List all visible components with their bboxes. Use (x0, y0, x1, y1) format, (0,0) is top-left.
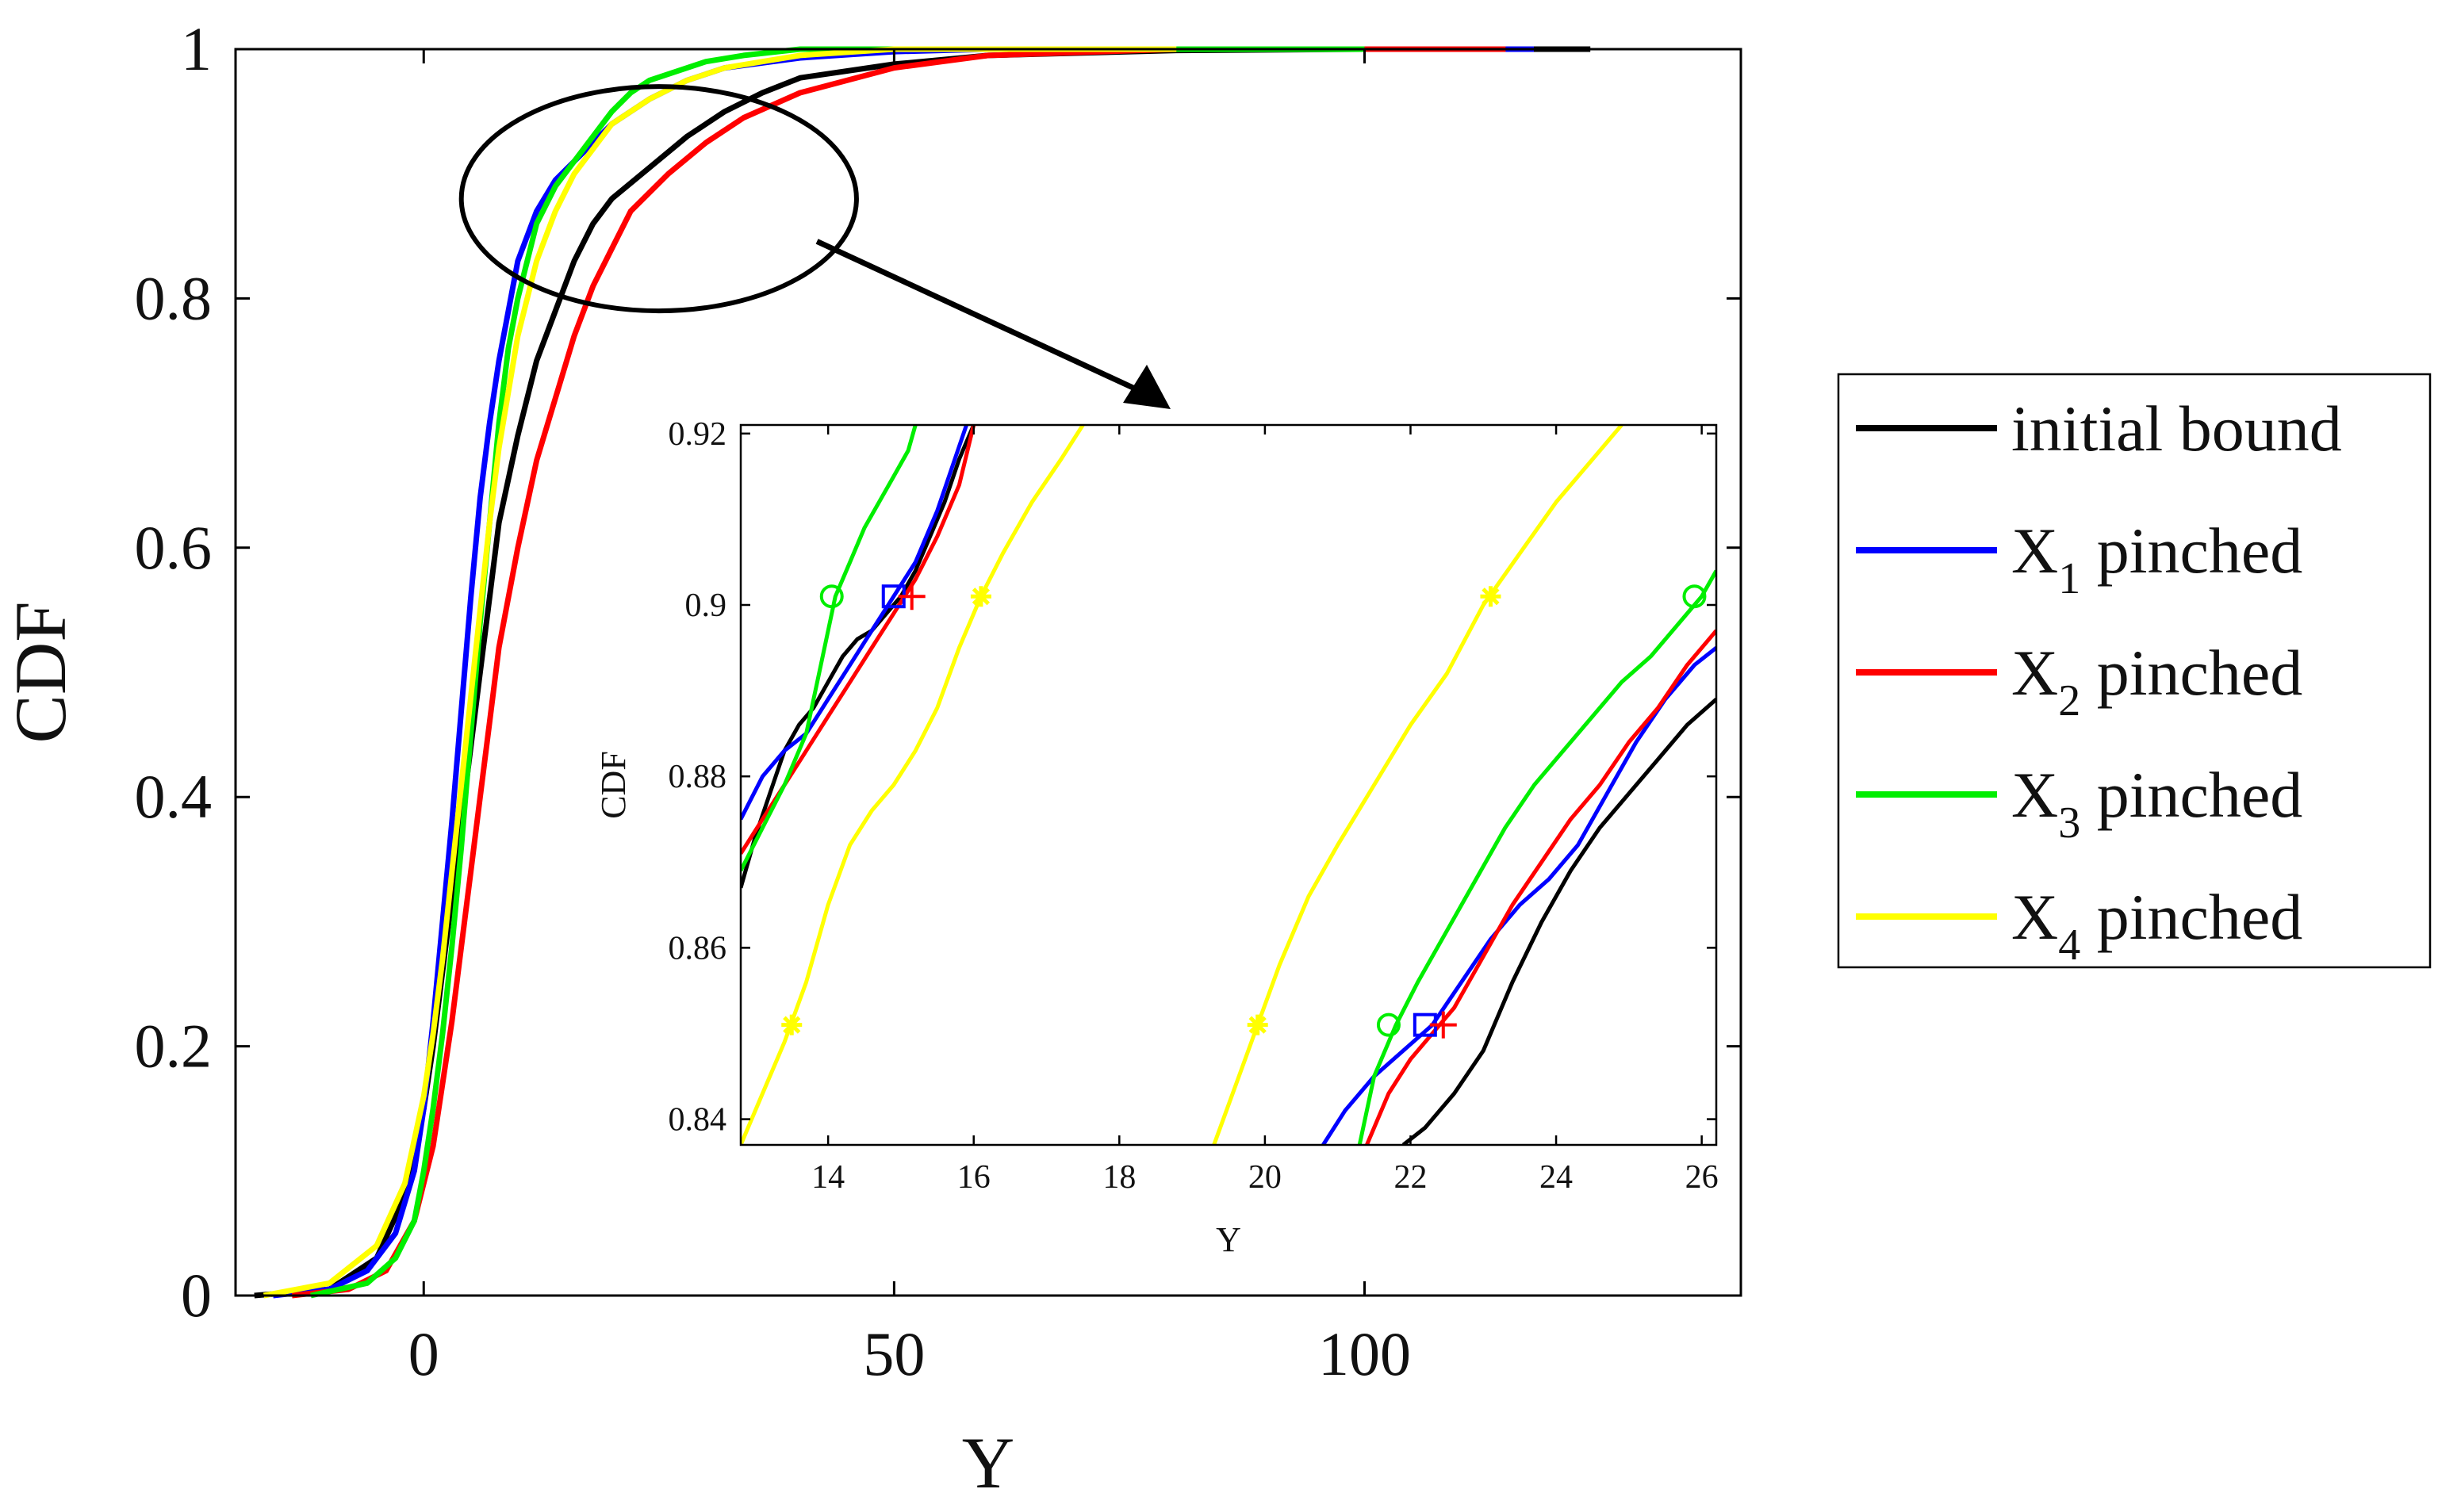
inset-series-initial-bound-right (1401, 698, 1716, 1145)
main-y-tick-label: 0.2 (135, 1012, 213, 1081)
legend: initial bound X1 pinched X2 pinched X3 pinc… (1837, 373, 2432, 970)
zoom-arrow-head (1123, 365, 1171, 409)
inset-series-x1-pinched-left (741, 425, 968, 821)
inset-y-tick-label: 0.86 (669, 930, 727, 967)
inset-marker-asterisk (1247, 1014, 1268, 1035)
inset-y-tick-label: 0.92 (669, 416, 727, 453)
main-x-axis: 0 50 100 (408, 49, 1411, 1388)
main-plot-frame (234, 48, 1742, 1297)
inset-marker-circle (1376, 1012, 1401, 1037)
legend-label: initial bound (2011, 392, 2342, 465)
main-x-tick-label: 0 (408, 1319, 439, 1388)
main-x-axis-label: Y (962, 1422, 1014, 1503)
inset-x-tick-label: 18 (1102, 1159, 1136, 1196)
inset-marker-asterisk (1480, 586, 1501, 607)
legend-label: X2 pinched (2011, 637, 2302, 725)
inset-y-axis-label: CDF (594, 751, 633, 819)
inset-series-x4-pinched-right (1212, 425, 1623, 1145)
inset-y-tick-label: 0.88 (669, 759, 727, 795)
inset-x-tick-label: 16 (957, 1159, 991, 1196)
inset-marker-circle (1682, 584, 1707, 609)
main-x-tick-label: 100 (1318, 1319, 1411, 1388)
inset-marker-asterisk (781, 1014, 803, 1035)
main-series-x4-pinched (263, 46, 1177, 1299)
legend-label: X3 pinched (2011, 759, 2302, 848)
main-y-tick-label: 0.8 (135, 263, 213, 332)
zoom-annotation (458, 84, 1171, 409)
inset-series-x4-pinched-left (741, 425, 1085, 1145)
main-series-x3-pinched (310, 46, 1365, 1299)
inset-marker-asterisk (970, 586, 991, 607)
main-y-tick-label: 1 (181, 14, 212, 83)
legend-label: X1 pinched (2011, 515, 2302, 603)
inset-x-tick-label: 26 (1685, 1159, 1719, 1196)
main-y-axis-label: CDF (0, 602, 81, 744)
inset-x-axis: 14 16 18 20 22 24 26 (811, 425, 1719, 1196)
inset-series-x3-pinched-right (1357, 569, 1716, 1145)
zoom-ellipse (458, 84, 859, 314)
main-series-x2-pinched (291, 46, 1506, 1299)
inset-x-tick-label: 22 (1393, 1159, 1427, 1196)
zoom-arrow-line (815, 239, 1150, 398)
inset-x-axis-label: Y (1216, 1220, 1241, 1259)
inset-y-tick-label: 0.84 (669, 1102, 727, 1139)
main-y-tick-label: 0.6 (135, 513, 213, 582)
main-plot (254, 46, 1591, 1299)
inset-y-axis: 0.84 0.86 0.88 0.9 0.92 (669, 416, 1716, 1139)
inset-series-group (741, 425, 1716, 1145)
inset-background (741, 425, 1716, 1145)
inset-x-tick-label: 14 (811, 1159, 845, 1196)
inset-plot (741, 425, 1716, 1145)
inset-x-tick-label: 24 (1539, 1159, 1573, 1196)
main-y-tick-label: 0.4 (135, 762, 213, 831)
inset-series-x3-pinched-left (741, 425, 918, 872)
inset-series-initial-bound-left (741, 425, 976, 889)
inset-marker-plus (898, 583, 926, 611)
inset-marker-circle (819, 584, 844, 609)
inset-series-x2-pinched-right (1365, 629, 1716, 1145)
legend-label: X4 pinched (2011, 881, 2302, 970)
inset-plot-frame (739, 423, 1718, 1146)
main-y-tick-label: 0 (181, 1261, 212, 1330)
main-y-axis: 0 0.2 0.4 0.6 0.8 1 (135, 14, 1741, 1330)
main-x-tick-label: 50 (863, 1319, 925, 1388)
inset-x-tick-label: 20 (1248, 1159, 1282, 1196)
inset-y-tick-label: 0.9 (685, 588, 727, 624)
inset-marker-plus (1429, 1011, 1457, 1039)
